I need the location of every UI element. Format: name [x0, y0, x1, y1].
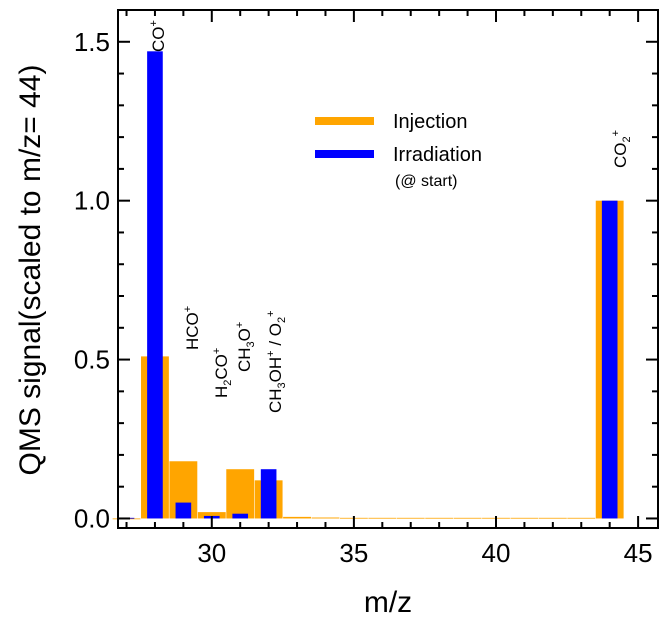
bar-injection-41	[510, 517, 539, 519]
x-tick-label: 40	[482, 538, 511, 568]
bar-injection-39	[453, 517, 482, 519]
y-tick-label: 1.0	[74, 186, 110, 216]
y-tick-label: 0.5	[74, 345, 110, 375]
bar-injection-38	[425, 517, 454, 519]
x-tick-label: 30	[197, 538, 226, 568]
annotation-co2: CO2+	[610, 130, 633, 168]
y-axis-title: QMS signal(scaled to m/z= 44)	[14, 65, 47, 476]
legend-note: (@ start)	[395, 173, 457, 190]
annotation-h2co: H2CO+	[211, 348, 234, 398]
x-tick-label: 35	[339, 538, 368, 568]
bar-injection-42	[538, 517, 567, 519]
x-axis-ticks: 30 35 40 45	[125, 10, 653, 568]
y-tick-label: 0.0	[74, 503, 110, 533]
injection-bars	[112, 200, 624, 520]
annotation-hco: HCO+	[182, 306, 202, 350]
legend: Injection Irradiation (@ start)	[315, 111, 482, 190]
bar-injection-36	[368, 517, 397, 519]
irradiation-bars	[118, 51, 618, 519]
bar-irradiation-44	[601, 200, 618, 519]
plot-frame	[117, 9, 659, 529]
bar-injection-34	[311, 517, 340, 519]
annotation-ch3o: CH3O+	[234, 322, 257, 372]
legend-label-irradiation: Irradiation	[393, 144, 482, 166]
annotation-ch3oh-o2: CH3OH+ / O2+	[265, 310, 288, 413]
bar-injection-30	[197, 512, 226, 519]
y-tick-label: 1.5	[74, 27, 110, 57]
bar-injection-43	[567, 517, 596, 519]
bar-injection-31	[226, 469, 255, 519]
x-axis-title: m/z	[364, 586, 412, 619]
bar-irradiation-32	[260, 469, 277, 519]
bar-injection-37	[396, 517, 425, 519]
y-axis-ticks: 0.0 0.5 1.0 1.5	[74, 27, 658, 533]
bar-irradiation-31	[232, 513, 249, 519]
bar-injection-33	[283, 516, 311, 519]
x-tick-label: 45	[624, 538, 653, 568]
bar-irradiation-28	[147, 51, 163, 519]
annotation-co: CO+	[148, 20, 168, 52]
bar-irradiation-29	[175, 502, 192, 519]
legend-label-injection: Injection	[393, 111, 468, 133]
